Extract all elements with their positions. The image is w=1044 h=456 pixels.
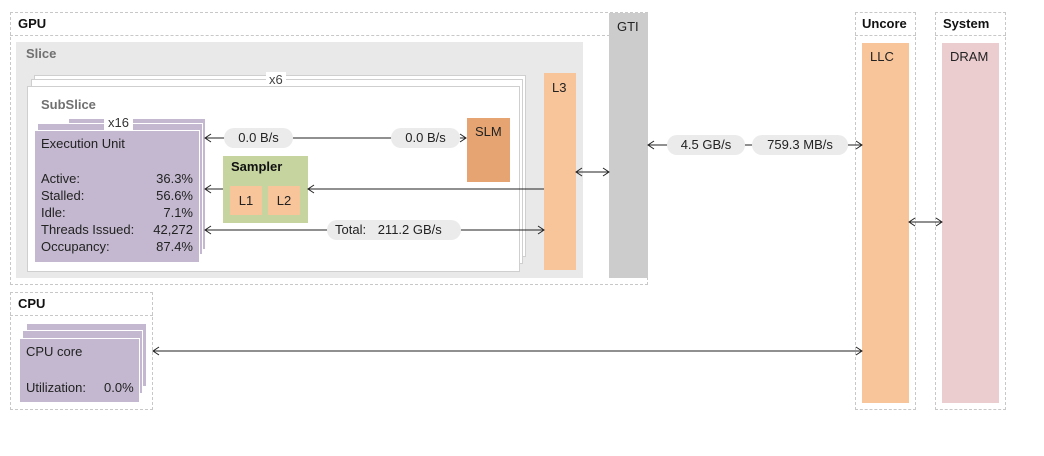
eu-stat-row: Active: 36.3%: [41, 171, 193, 186]
gti-outbound-bandwidth: 759.3 MB/s: [752, 135, 848, 155]
slm-read-bandwidth: 0.0 B/s: [224, 128, 293, 148]
sampler-eu-arrowhead: [204, 184, 212, 194]
total-bandwidth-value: 211.2 GB/s: [377, 222, 442, 237]
eu-slm-arrowhead-left: [204, 133, 212, 143]
slm-label: SLM: [475, 124, 502, 139]
cpu-llc-arrowhead-left: [152, 346, 160, 356]
llc-box: [862, 43, 909, 403]
subslice-title: SubSlice: [41, 97, 96, 112]
slm-box: [466, 117, 511, 183]
cpu-header-divider: [10, 315, 153, 316]
eu-title: Execution Unit: [41, 136, 125, 151]
l3-sampler-arrowhead: [307, 184, 315, 194]
execution-unit-box: [34, 130, 200, 263]
eu-stat-row: Stalled: 56.6%: [41, 188, 193, 203]
eu-stat-row: Threads Issued: 42,272: [41, 222, 193, 237]
eu-l3-arrowhead-right: [537, 225, 545, 235]
sampler-l1: L1: [230, 186, 262, 215]
l3-gti-arrowhead-left: [575, 167, 583, 177]
slice-count: x6: [266, 72, 286, 87]
total-bandwidth-label: Total:: [335, 222, 367, 237]
llc-dram-arrowhead-left: [908, 217, 916, 227]
llc-label: LLC: [870, 49, 894, 64]
gpu-header-divider: [10, 35, 610, 36]
slm-write-bandwidth: 0.0 B/s: [391, 128, 460, 148]
slice-title: Slice: [26, 46, 57, 61]
eu-slm-arrowhead-right: [459, 133, 467, 143]
uncore-box: [855, 12, 916, 410]
eu-stat-row: Occupancy: 87.4%: [41, 239, 193, 254]
system-title: System: [943, 16, 990, 31]
sampler-l2: L2: [268, 186, 300, 215]
cpu-core-box: [19, 338, 140, 403]
eu-stat-row: Idle: 7.1%: [41, 205, 193, 220]
cpu-util-value: 0.0%: [104, 380, 134, 395]
cpu-util-label: Utilization:: [26, 380, 86, 395]
l3-box: [544, 73, 576, 270]
eu-count: x16: [104, 115, 133, 130]
l3-gti-arrowhead-right: [602, 167, 610, 177]
cpu-title: CPU: [18, 296, 46, 311]
eu-stats: Active: 36.3% Stalled: 56.6% Idle: 7.1% Thr…: [35, 170, 199, 260]
sampler-title: Sampler: [231, 159, 283, 174]
gti-inbound-bandwidth: 4.5 GB/s: [667, 135, 745, 155]
cpu-core-label: CPU core: [26, 344, 83, 359]
llc-dram-arrowhead-right: [935, 217, 943, 227]
system-header-divider: [935, 35, 1006, 36]
gti-label: GTI: [617, 19, 639, 34]
uncore-header-divider: [855, 35, 916, 36]
gti-llc-arrowhead-right: [855, 140, 863, 150]
eu-l3-arrowhead-left: [204, 225, 212, 235]
cpu-llc-arrowhead-right: [855, 346, 863, 356]
dram-box: [942, 43, 999, 403]
gti-box: [609, 13, 648, 278]
dram-label: DRAM: [950, 49, 989, 64]
gpu-title: GPU: [18, 16, 47, 31]
gti-llc-arrowhead-left: [647, 140, 655, 150]
total-bandwidth: Total: 211.2 GB/s: [327, 220, 461, 240]
l3-label: L3: [552, 80, 567, 95]
uncore-title: Uncore: [862, 16, 907, 31]
system-box: [935, 12, 1006, 410]
